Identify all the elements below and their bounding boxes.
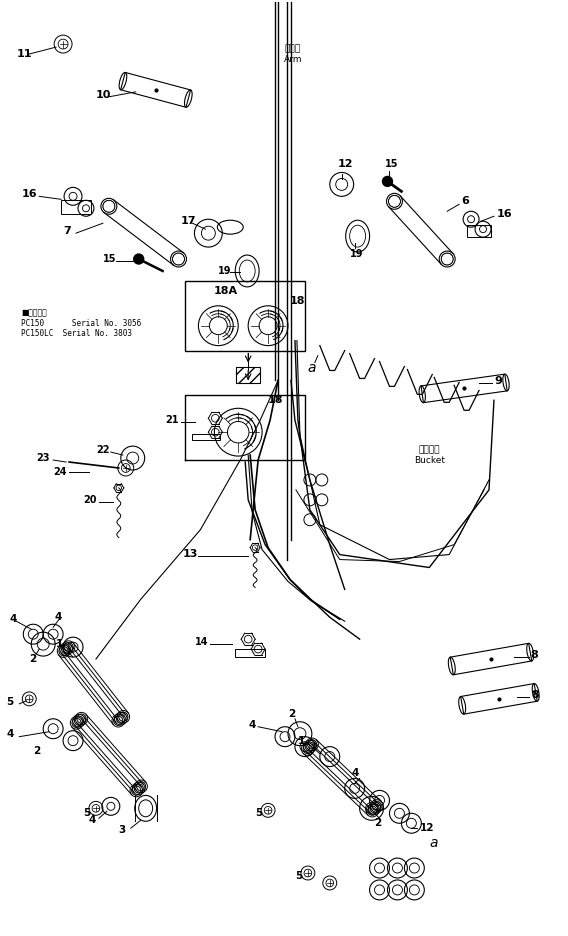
Text: 18A: 18A — [213, 285, 237, 296]
Text: 5: 5 — [83, 809, 90, 818]
Text: 16: 16 — [497, 210, 512, 219]
Text: 9: 9 — [494, 376, 502, 387]
Text: 2: 2 — [374, 818, 382, 828]
Text: 16: 16 — [21, 189, 37, 199]
Text: 15: 15 — [103, 254, 116, 264]
Text: 4: 4 — [54, 612, 61, 622]
Text: 12: 12 — [419, 824, 434, 833]
Text: 8: 8 — [532, 690, 540, 700]
Text: バケット
Bucket: バケット Bucket — [414, 446, 445, 465]
Text: 23: 23 — [36, 453, 50, 463]
Text: 4: 4 — [352, 768, 359, 779]
Text: 5: 5 — [295, 871, 302, 881]
Text: 1: 1 — [298, 736, 305, 746]
Text: PC150      Serial No. 3056: PC150 Serial No. 3056 — [21, 319, 141, 328]
Text: アーム
Arm: アーム Arm — [283, 44, 302, 64]
Circle shape — [133, 254, 144, 264]
Text: 15: 15 — [385, 159, 398, 169]
Text: 13: 13 — [182, 548, 198, 559]
Text: 8: 8 — [531, 651, 538, 660]
Text: 18: 18 — [290, 296, 306, 306]
Text: ■用分刀数: ■用分刀数 — [21, 309, 47, 318]
Text: 4: 4 — [89, 815, 97, 826]
Text: 2: 2 — [34, 746, 40, 755]
Text: 21: 21 — [166, 416, 179, 425]
Bar — [236, 368, 260, 384]
Text: 14: 14 — [195, 637, 209, 647]
Bar — [186, 281, 305, 351]
Text: 4: 4 — [9, 614, 16, 624]
Text: 5: 5 — [6, 696, 14, 707]
Text: 3: 3 — [119, 826, 126, 835]
Text: 6: 6 — [461, 197, 469, 206]
Bar — [467, 226, 491, 237]
Text: 17: 17 — [181, 216, 196, 227]
Text: a: a — [308, 361, 316, 375]
Text: 20: 20 — [83, 495, 97, 505]
Text: 2: 2 — [288, 709, 295, 719]
Text: 4: 4 — [248, 720, 256, 730]
Text: 10: 10 — [96, 90, 111, 100]
Text: 11: 11 — [16, 49, 32, 59]
Bar — [61, 200, 91, 214]
Text: PC150LC  Serial No. 3803: PC150LC Serial No. 3803 — [21, 329, 132, 338]
Bar — [193, 434, 220, 440]
Text: a: a — [429, 836, 438, 850]
Text: 5: 5 — [255, 809, 262, 818]
Text: 19: 19 — [218, 266, 232, 276]
Text: 18: 18 — [268, 395, 283, 405]
Text: 2: 2 — [29, 654, 36, 664]
Bar — [235, 649, 265, 657]
Text: 4: 4 — [6, 729, 14, 739]
Text: 19: 19 — [350, 249, 363, 259]
Text: 1: 1 — [56, 639, 64, 650]
Text: 12: 12 — [338, 159, 353, 169]
Text: 24: 24 — [53, 467, 66, 477]
Circle shape — [382, 176, 392, 186]
Text: 7: 7 — [63, 227, 71, 236]
Text: 22: 22 — [96, 446, 110, 455]
